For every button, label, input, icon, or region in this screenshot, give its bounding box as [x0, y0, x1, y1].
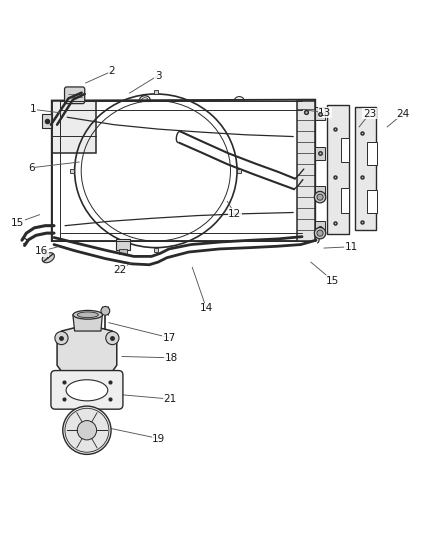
Text: 15: 15 [325, 276, 339, 286]
FancyBboxPatch shape [314, 186, 324, 199]
FancyBboxPatch shape [314, 147, 324, 160]
Polygon shape [327, 105, 348, 235]
Circle shape [101, 306, 110, 315]
Ellipse shape [73, 310, 102, 319]
Bar [366, 190, 376, 213]
Ellipse shape [42, 253, 54, 263]
Bar [116, 239, 129, 250]
Text: 12: 12 [228, 209, 241, 219]
Bar [118, 249, 127, 254]
Ellipse shape [66, 379, 108, 401]
Text: 22: 22 [113, 265, 126, 275]
Bar [297, 107, 312, 120]
Circle shape [55, 332, 68, 345]
Text: 19: 19 [152, 433, 165, 443]
Bar [340, 188, 349, 213]
Polygon shape [57, 328, 117, 373]
Bar [340, 138, 349, 162]
Bar [300, 120, 308, 123]
Circle shape [314, 191, 325, 203]
Text: 11: 11 [344, 242, 357, 252]
Text: 6: 6 [28, 163, 35, 173]
Circle shape [63, 406, 111, 455]
Circle shape [316, 230, 322, 236]
Circle shape [314, 228, 325, 239]
Text: 21: 21 [163, 394, 177, 404]
Circle shape [77, 421, 96, 440]
FancyBboxPatch shape [42, 114, 52, 128]
Polygon shape [73, 315, 102, 331]
Text: 14: 14 [199, 303, 212, 313]
Circle shape [106, 332, 119, 345]
Text: 24: 24 [396, 109, 409, 119]
Text: 13: 13 [318, 108, 331, 118]
FancyBboxPatch shape [51, 370, 123, 409]
Text: 16: 16 [35, 246, 48, 256]
Text: 15: 15 [11, 217, 24, 228]
Text: 3: 3 [154, 70, 161, 80]
Polygon shape [354, 107, 375, 230]
Text: 18: 18 [164, 353, 177, 363]
Text: 2: 2 [108, 66, 115, 76]
Text: 23: 23 [362, 109, 375, 119]
Circle shape [316, 194, 322, 200]
FancyBboxPatch shape [314, 221, 324, 235]
Text: 17: 17 [162, 333, 175, 343]
Bar [366, 142, 376, 165]
Ellipse shape [77, 312, 98, 318]
Polygon shape [52, 101, 95, 154]
Text: 1: 1 [29, 104, 36, 115]
Polygon shape [296, 101, 314, 241]
FancyBboxPatch shape [314, 107, 324, 120]
FancyBboxPatch shape [64, 87, 85, 103]
